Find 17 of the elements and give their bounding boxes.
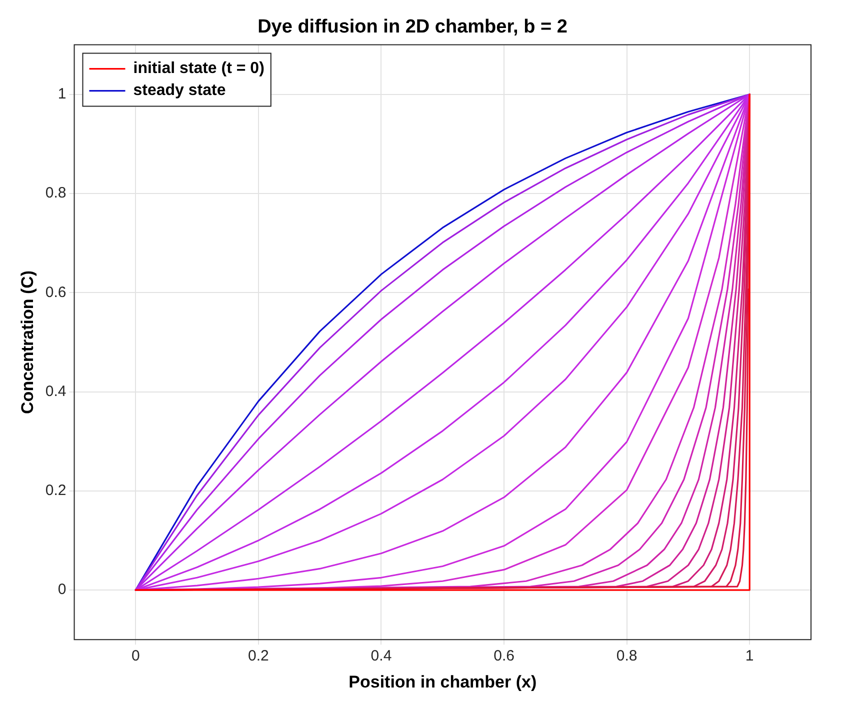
- y-tick-label: 1: [58, 86, 66, 103]
- x-tick-label: 0.4: [370, 648, 392, 665]
- y-tick-label: 0.2: [45, 482, 66, 500]
- y-tick-label: 0.6: [45, 284, 66, 301]
- y-tick-label: 0.4: [45, 382, 66, 400]
- legend-label: steady state: [133, 82, 226, 100]
- x-tick-label: 0: [131, 648, 140, 665]
- x-tick-label: 0.6: [494, 648, 514, 665]
- y-tick-label: 0: [58, 581, 66, 598]
- legend-label: initial state (t = 0): [133, 60, 264, 78]
- y-tick-label: 0.8: [45, 184, 66, 202]
- x-axis-title: Position in chamber (x): [348, 672, 537, 692]
- x-tick-label: 0.8: [616, 648, 638, 665]
- y-axis-title: Concentration (C): [18, 270, 37, 414]
- x-tick-label: 1: [745, 648, 754, 665]
- x-tick-label: 0.2: [248, 648, 269, 665]
- chart-title: Dye diffusion in 2D chamber, b = 2: [258, 16, 568, 38]
